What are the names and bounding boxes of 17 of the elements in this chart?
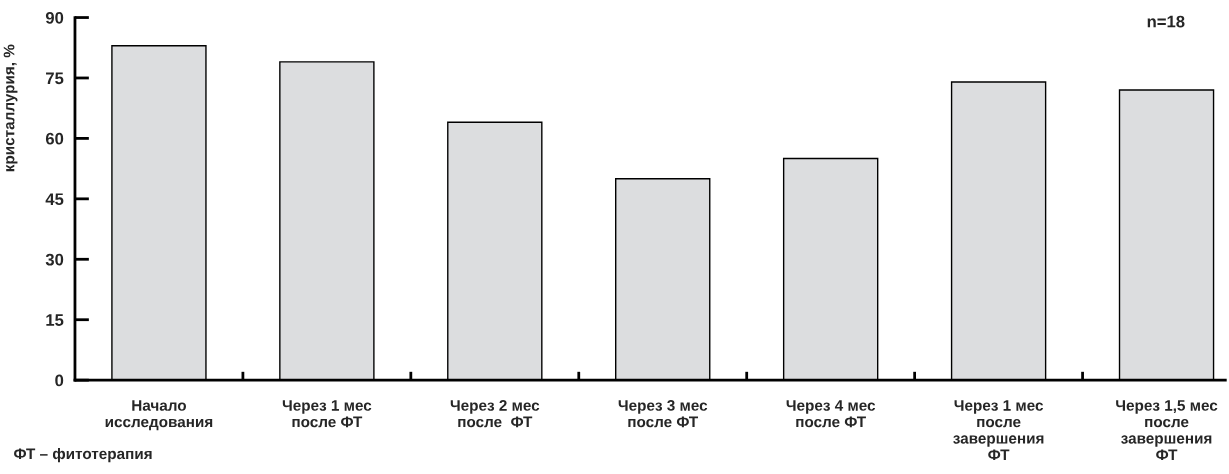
annotation: n=18 xyxy=(1147,15,1185,28)
y-tick-label: 90 xyxy=(45,11,64,24)
y-tick-label: 60 xyxy=(45,132,64,145)
x-tick-label: Через 1,5 мес после завершения ФТ xyxy=(1116,400,1218,461)
y-tick-label: 75 xyxy=(46,72,64,85)
x-tick-label: Через 1 мес после завершения ФТ xyxy=(953,400,1044,461)
x-tick-label: Через 1 мес после ФТ xyxy=(282,400,372,428)
y-tick-label: 30 xyxy=(45,253,64,266)
y-tick-label: 15 xyxy=(46,314,64,326)
y-axis-title: кристаллурия, % xyxy=(3,44,18,172)
x-tick-label: Через 2 мес после ФТ xyxy=(450,400,540,428)
x-tick-label: Через 3 мес после ФТ xyxy=(618,400,708,428)
x-tick-label: Начало исследования xyxy=(105,400,213,431)
y-tick-label: 0 xyxy=(55,374,64,387)
x-tick-label: Через 4 мес после ФТ xyxy=(786,400,876,428)
y-tick-label: 45 xyxy=(45,193,64,206)
text: ФТ – фитотерапия xyxy=(14,447,152,463)
